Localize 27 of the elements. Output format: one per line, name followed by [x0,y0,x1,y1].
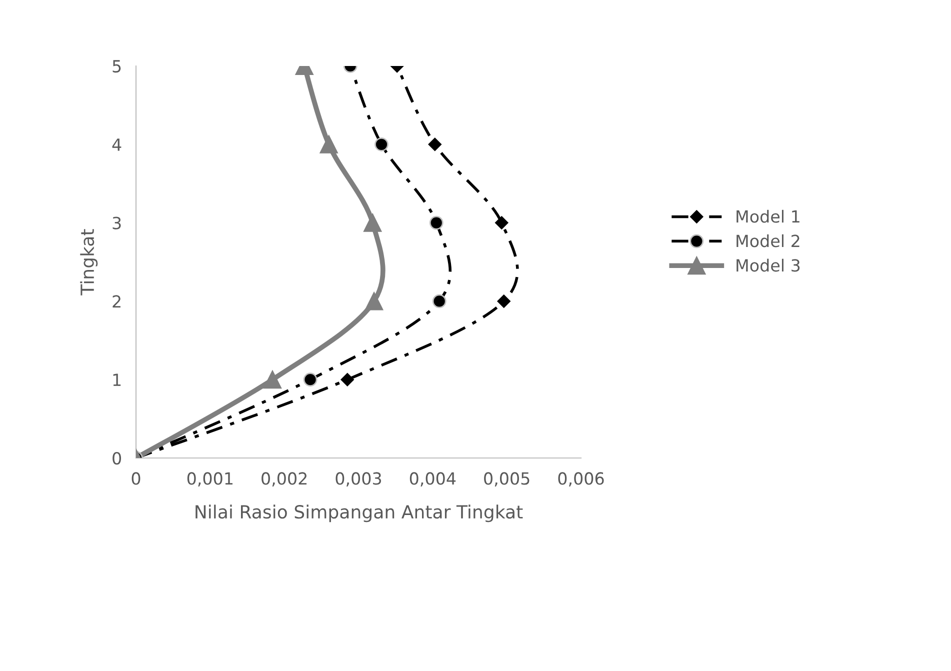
y-tick-label: 5 [112,60,121,73]
y-tick-label: 3 [112,216,121,230]
legend-label: Model 2 [736,234,800,248]
point [340,373,354,386]
point [497,294,510,308]
x-tick-label: 0,001 [187,472,232,486]
y-axis-title: Tingkat [80,229,98,296]
x-tick-label: 0 [132,472,140,485]
point [303,372,318,387]
x-tick-label: 0,003 [336,472,382,486]
point [263,370,282,389]
point [429,216,444,230]
point [364,214,382,232]
y-tick-label: 1 [113,374,121,386]
x-axis-title: Nilai Rasio Simpangan Antar Tingkat [196,504,523,522]
point [495,216,508,230]
y-tick-label: 0 [112,452,122,465]
x-tick-label: 0,002 [262,472,307,486]
y-tick-label: 4 [112,138,122,151]
x-tick-label: 0,006 [558,472,604,486]
point [365,292,384,310]
x-tick-label: 0,005 [484,472,530,486]
legend-label: Model 3 [736,258,800,272]
x-tick-label: 0,004 [410,472,456,486]
y-tick-label: 2 [112,295,120,308]
legend-label: Model 1 [736,210,800,223]
point [432,294,446,308]
